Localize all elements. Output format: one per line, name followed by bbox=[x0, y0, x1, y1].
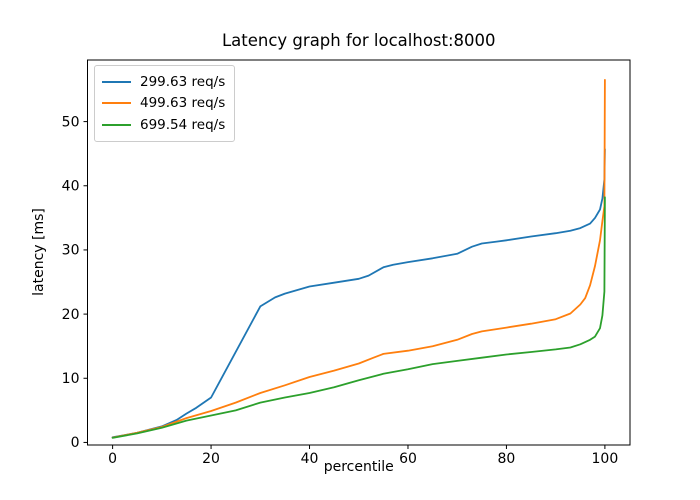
legend-swatch-2 bbox=[102, 123, 131, 126]
x-tick-label: 0 bbox=[108, 451, 117, 467]
series-line-0 bbox=[111, 148, 606, 439]
x-tick-label: 20 bbox=[202, 451, 220, 467]
legend-item-0: 299.63 req/s bbox=[102, 71, 225, 93]
series-line-1 bbox=[111, 79, 606, 439]
axes-frame bbox=[87, 59, 631, 446]
legend-label-2: 699.54 req/s bbox=[140, 116, 226, 133]
y-tick-label: 50 bbox=[62, 114, 80, 130]
y-tick-label: 30 bbox=[62, 243, 80, 259]
y-axis-label: latency [ms] bbox=[31, 208, 47, 296]
x-axis-label: percentile bbox=[323, 459, 394, 475]
chart-title: Latency graph for localhost:8000 bbox=[221, 31, 496, 50]
y-tick-label: 0 bbox=[71, 435, 80, 451]
legend-item-2: 699.54 req/s bbox=[102, 114, 225, 136]
legend-label-1: 499.63 req/s bbox=[140, 95, 226, 112]
series-line-2 bbox=[111, 196, 606, 439]
legend-swatch-1 bbox=[102, 102, 131, 105]
x-tick-label: 60 bbox=[399, 451, 417, 467]
y-tick-label: 10 bbox=[62, 371, 80, 387]
x-tick-label: 40 bbox=[301, 451, 319, 467]
legend: 299.63 req/s 499.63 req/s 699.54 req/s bbox=[94, 65, 236, 142]
legend-swatch-0 bbox=[102, 80, 131, 83]
x-tick-label: 100 bbox=[592, 451, 619, 467]
legend-label-0: 299.63 req/s bbox=[140, 73, 226, 90]
y-tick-label: 20 bbox=[62, 307, 80, 323]
x-tick-label: 80 bbox=[498, 451, 516, 467]
y-tick-label: 40 bbox=[62, 179, 80, 195]
legend-item-1: 499.63 req/s bbox=[102, 93, 225, 115]
